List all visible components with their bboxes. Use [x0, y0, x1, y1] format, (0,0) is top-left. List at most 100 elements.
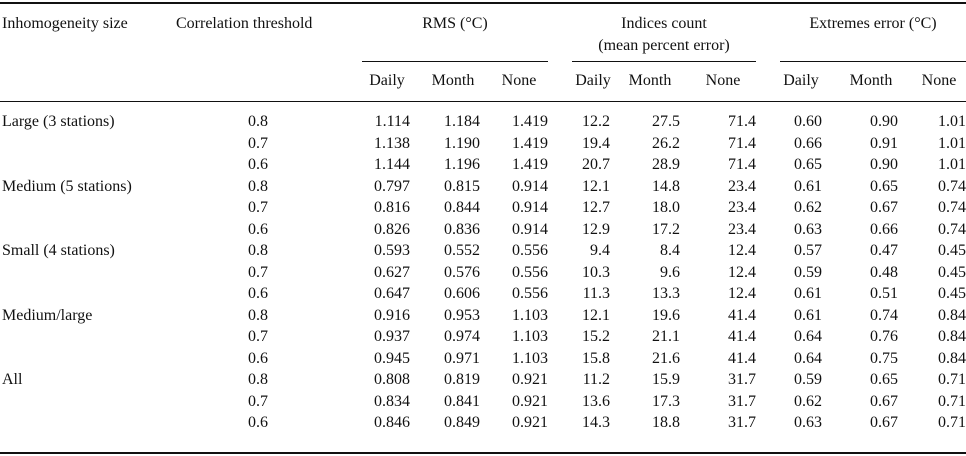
- group-label: Small (4 stations): [2, 242, 115, 259]
- table-cell: 41.4: [728, 328, 756, 345]
- table-cell: 0.61: [794, 178, 822, 195]
- table-cell: 11.2: [582, 371, 610, 388]
- threshold-cell: 0.7: [248, 135, 268, 152]
- table-cell: 0.841: [444, 393, 480, 410]
- table-cell: 1.103: [512, 307, 548, 324]
- table-cell: 0.65: [870, 371, 898, 388]
- table-cell: 17.3: [652, 393, 680, 410]
- table-cell: 0.84: [938, 307, 966, 324]
- table-cell: 0.51: [870, 285, 898, 302]
- table-cell: 0.84: [938, 328, 966, 345]
- threshold-cell: 0.6: [248, 221, 268, 238]
- table-cell: 0.64: [794, 350, 822, 367]
- threshold-cell: 0.8: [248, 242, 268, 259]
- threshold-cell: 0.8: [248, 178, 268, 195]
- table-cell: 0.74: [938, 199, 966, 216]
- table-cell: 1.103: [512, 350, 548, 367]
- table-cell: 11.3: [582, 285, 610, 302]
- group-label: Medium/large: [2, 307, 93, 324]
- header-indices-count: Indices count: [621, 15, 707, 32]
- table-cell: 0.59: [794, 264, 822, 281]
- table-cell: 71.4: [728, 156, 756, 173]
- table-cell: 41.4: [728, 307, 756, 324]
- group-label: Large (3 stations): [2, 113, 115, 130]
- table-cell: 0.921: [512, 393, 548, 410]
- table-cell: 0.67: [870, 393, 898, 410]
- subheader-daily: Daily: [783, 72, 819, 89]
- table-cell: 0.834: [374, 393, 410, 410]
- table-cell: 0.47: [870, 242, 898, 259]
- table-cell: 1.114: [374, 113, 410, 130]
- table-cell: 23.4: [728, 221, 756, 238]
- threshold-cell: 0.6: [248, 156, 268, 173]
- table-cell: 0.556: [512, 285, 548, 302]
- table-cell: 23.4: [728, 199, 756, 216]
- table-cell: 0.971: [444, 350, 480, 367]
- subheader-none: None: [705, 72, 741, 89]
- table-cell: 1.419: [512, 113, 548, 130]
- table-cell: 1.138: [374, 135, 410, 152]
- table-cell: 0.66: [794, 135, 822, 152]
- threshold-cell: 0.7: [248, 264, 268, 281]
- table-cell: 0.74: [938, 221, 966, 238]
- table-cell: 15.2: [582, 328, 610, 345]
- table-cell: 31.7: [728, 371, 756, 388]
- table-cell: 0.45: [938, 285, 966, 302]
- table-cell: 0.816: [374, 199, 410, 216]
- table-cell: 15.8: [582, 350, 610, 367]
- table-cell: 21.1: [652, 328, 680, 345]
- table-cell: 0.59: [794, 371, 822, 388]
- table-cell: 0.606: [444, 285, 480, 302]
- threshold-cell: 0.6: [248, 285, 268, 302]
- table-cell: 12.9: [582, 221, 610, 238]
- table-cell: 12.1: [582, 307, 610, 324]
- table-cell: 14.8: [652, 178, 680, 195]
- subheader-month: Month: [849, 72, 893, 89]
- table-cell: 0.808: [374, 371, 410, 388]
- table-cell: 0.593: [374, 242, 410, 259]
- table-cell: 0.819: [444, 371, 480, 388]
- threshold-cell: 0.7: [248, 199, 268, 216]
- table-cell: 0.76: [870, 328, 898, 345]
- threshold-cell: 0.7: [248, 393, 268, 410]
- table-cell: 0.62: [794, 199, 822, 216]
- table-cell: 41.4: [728, 350, 756, 367]
- table-cell: 12.2: [582, 113, 610, 130]
- table-cell: 0.48: [870, 264, 898, 281]
- table-cell: 71.4: [728, 135, 756, 152]
- table-cell: 23.4: [728, 178, 756, 195]
- table-cell: 12.4: [728, 285, 756, 302]
- table-cell: 14.3: [582, 414, 610, 431]
- table-cell: 0.60: [794, 113, 822, 130]
- table-cell: 0.849: [444, 414, 480, 431]
- table-cell: 0.797: [374, 178, 410, 195]
- table-cell: 0.953: [444, 307, 480, 324]
- table-cell: 1.190: [444, 135, 480, 152]
- table-cell: 0.66: [870, 221, 898, 238]
- table-cell: 0.63: [794, 221, 822, 238]
- table-cell: 1.184: [444, 113, 480, 130]
- threshold-cell: 0.8: [248, 371, 268, 388]
- table-cell: 0.64: [794, 328, 822, 345]
- table-cell: 0.61: [794, 285, 822, 302]
- table-cell: 1.144: [374, 156, 410, 173]
- table-cell: 0.916: [374, 307, 410, 324]
- table-cell: 1.01: [938, 135, 966, 152]
- table-cell: 8.4: [660, 242, 680, 259]
- group-label: All: [2, 371, 23, 388]
- table-cell: 10.3: [582, 264, 610, 281]
- table-cell: 0.62: [794, 393, 822, 410]
- table-cell: 21.6: [652, 350, 680, 367]
- table-cell: 0.84: [938, 350, 966, 367]
- table-cell: 0.61: [794, 307, 822, 324]
- table-cell: 18.8: [652, 414, 680, 431]
- threshold-cell: 0.6: [248, 414, 268, 431]
- table-cell: 0.65: [870, 178, 898, 195]
- table-cell: 0.844: [444, 199, 480, 216]
- table-cell: 0.826: [374, 221, 410, 238]
- threshold-cell: 0.8: [248, 307, 268, 324]
- table-cell: 27.5: [652, 113, 680, 130]
- table-cell: 12.7: [582, 199, 610, 216]
- table-cell: 17.2: [652, 221, 680, 238]
- table-cell: 12.4: [728, 242, 756, 259]
